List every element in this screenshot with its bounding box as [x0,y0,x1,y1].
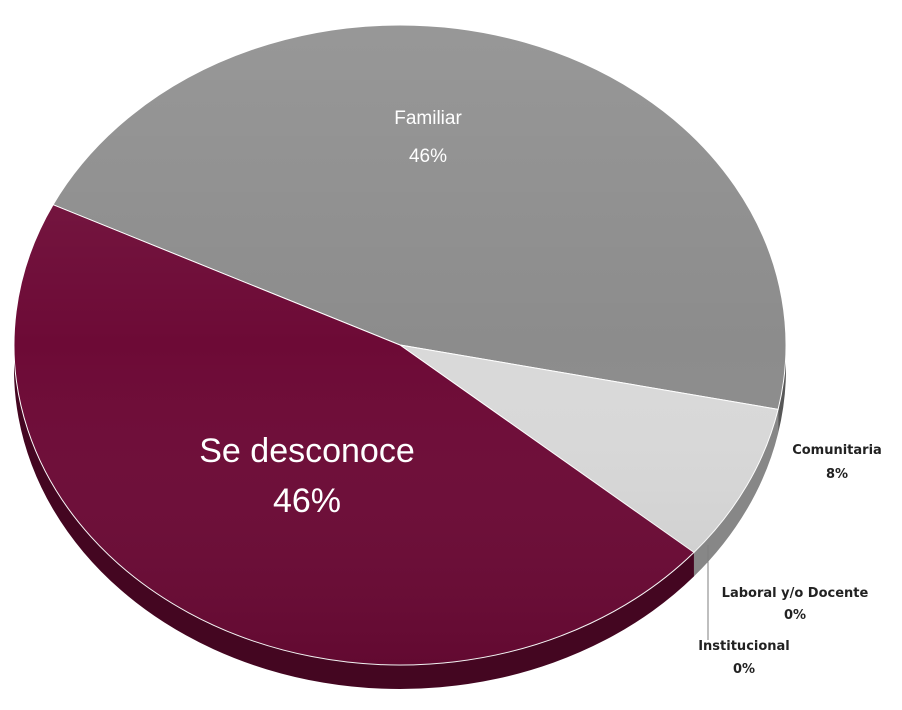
slice-label-se-desconoce: Se desconoce [199,432,415,470]
slice-label-laboral-y-o-docente: Laboral y/o Docente [722,586,869,601]
slice-value-familiar: 46% [409,146,447,167]
slice-label-familiar: Familiar [394,108,462,129]
pie-side-familiar [778,345,786,434]
slice-value-se-desconoce: 46% [273,482,341,520]
slice-value-comunitaria: 8% [826,467,848,482]
slice-value-institucional: 0% [733,662,755,677]
slice-label-comunitaria: Comunitaria [792,443,882,458]
slice-value-laboral-y-o-docente: 0% [784,608,806,623]
pie-gloss [14,25,786,665]
pie-side-comunitaria [693,409,779,577]
slice-label-institucional: Institucional [698,639,790,654]
